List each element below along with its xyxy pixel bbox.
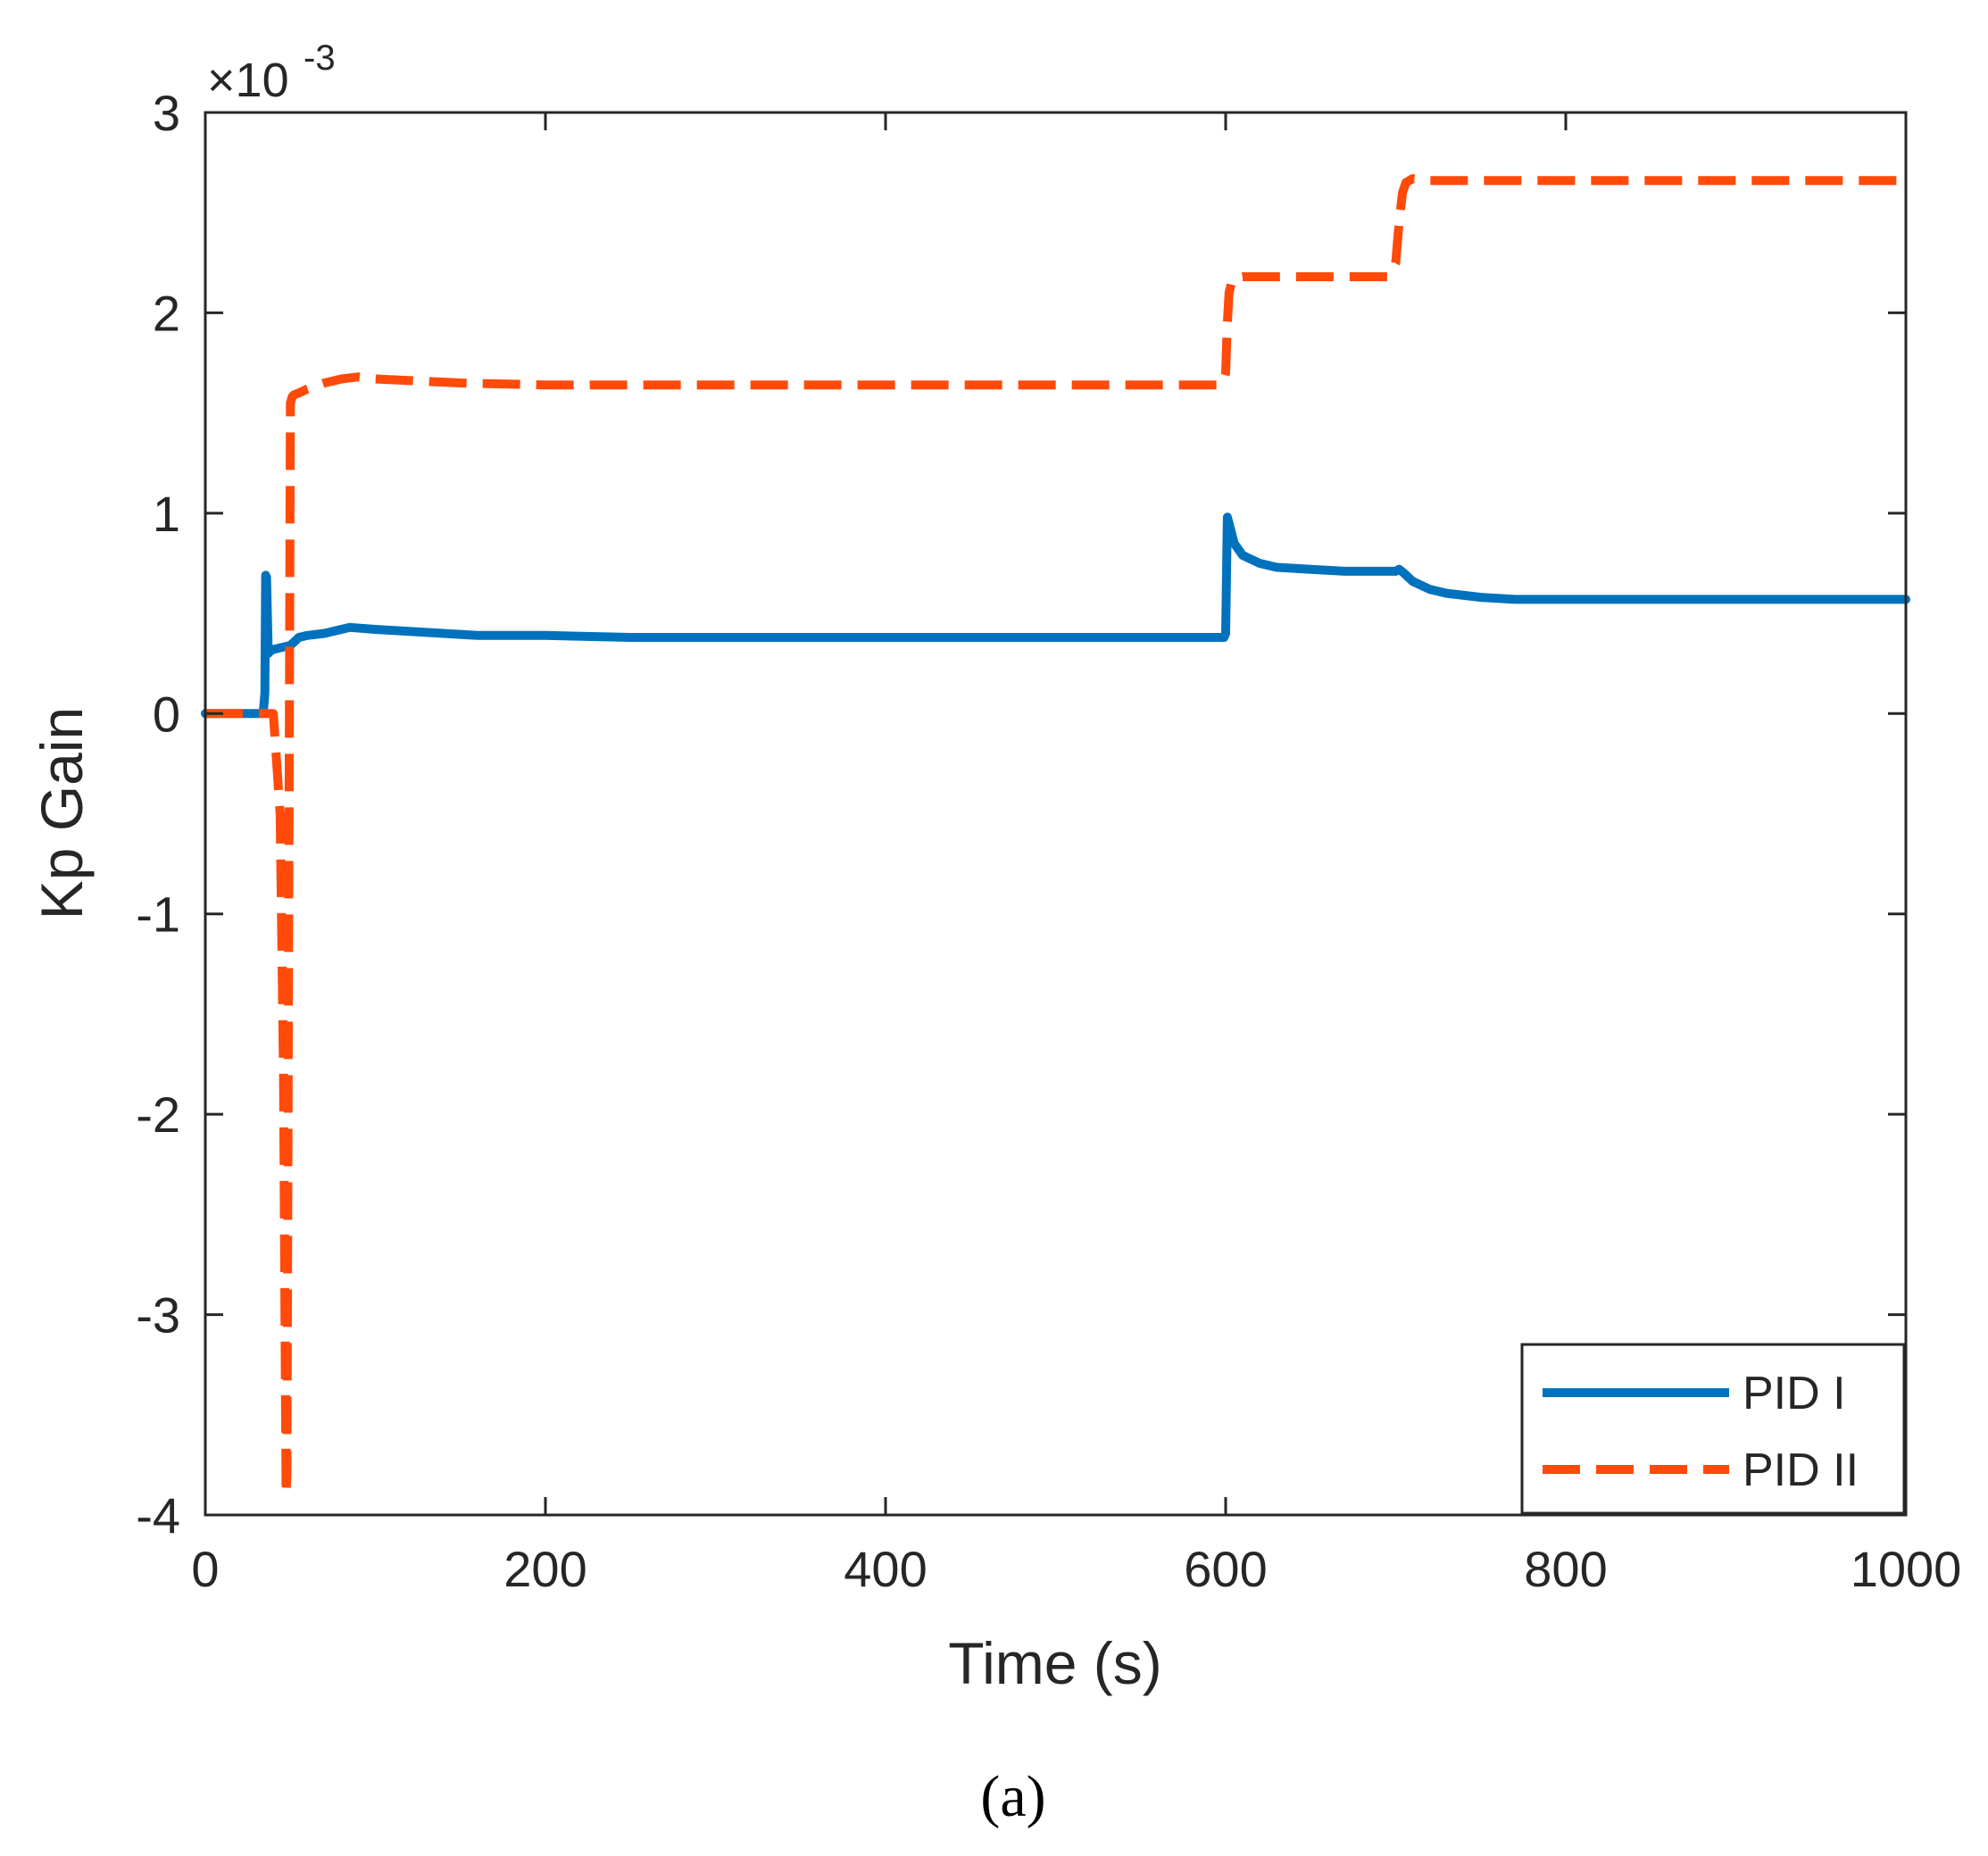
x-tick-label: 400 [844, 1541, 927, 1597]
y-multiplier-prefix: ×10 [207, 54, 289, 107]
series-line-pid-ii [205, 174, 1906, 1500]
legend-label-pid-i: PID I [1743, 1368, 1846, 1419]
x-tick-label: 0 [191, 1541, 219, 1597]
series-line-pid-i [201, 512, 1910, 719]
y-tick-label: 1 [153, 486, 180, 542]
plot-area [205, 112, 1906, 1515]
y-axis-title: Kp Gain [29, 707, 95, 920]
x-tick-label: 800 [1524, 1541, 1607, 1597]
y-tick-label: -2 [136, 1086, 180, 1143]
legend-label-pid-ii: PID II [1743, 1444, 1859, 1496]
y-tick-label: 3 [153, 85, 180, 141]
x-tick-label: 600 [1184, 1541, 1267, 1597]
x-tick-label: 1000 [1851, 1541, 1962, 1597]
y-tick-label: 0 [153, 686, 180, 742]
series-layer [201, 174, 1910, 1500]
y-multiplier-exponent: -3 [304, 38, 336, 78]
figure-caption: (a) [980, 1764, 1045, 1829]
legend: PID I PID II [1520, 1343, 1906, 1515]
x-tick-label: 200 [503, 1541, 586, 1597]
y-ticks: -4 -3 -2 -1 0 1 2 3 [136, 85, 1906, 1544]
y-tick-label: -4 [136, 1487, 180, 1544]
x-axis-title: Time (s) [948, 1630, 1162, 1696]
y-tick-label: 2 [153, 285, 180, 341]
y-tick-label: -1 [136, 886, 180, 943]
x-ticks: 0 200 400 600 800 1000 [191, 112, 1961, 1597]
legend-box [1520, 1343, 1906, 1515]
axes-box [204, 111, 1908, 1517]
y-tick-label: -3 [136, 1287, 180, 1344]
